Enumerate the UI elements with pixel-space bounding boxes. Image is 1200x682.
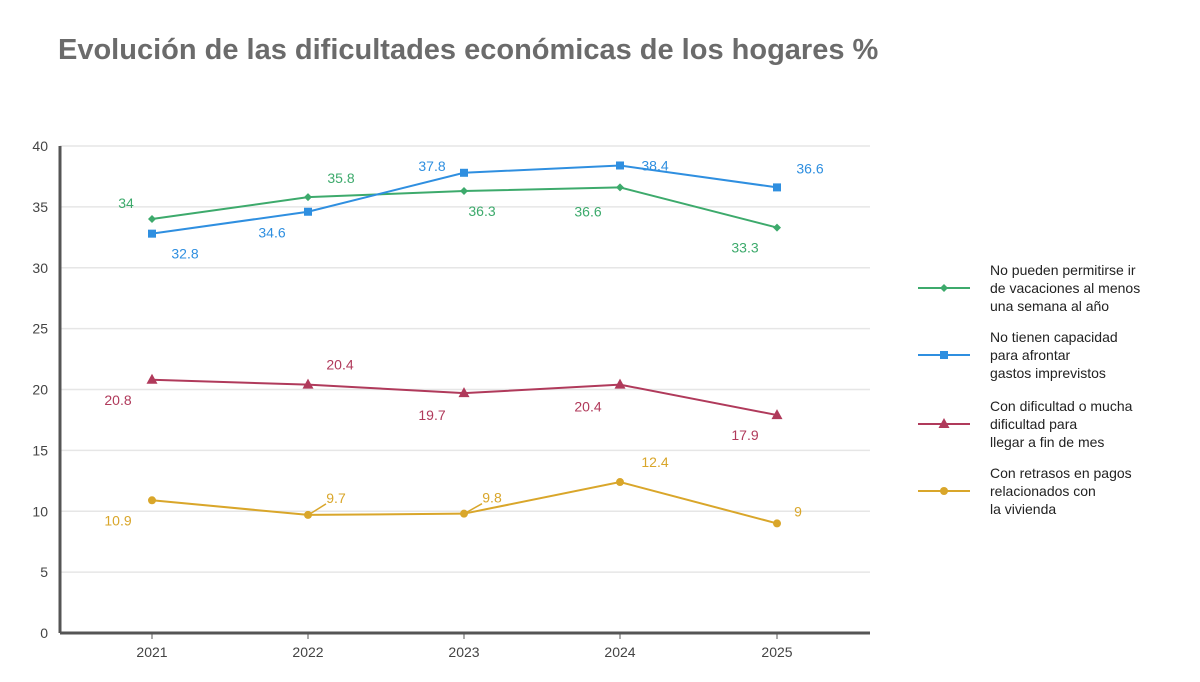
data-point	[148, 229, 156, 238]
series-line	[151, 378, 778, 417]
data-point	[460, 509, 468, 518]
data-point	[304, 510, 312, 519]
legend-label: gastos imprevistos	[990, 365, 1106, 381]
data-point	[616, 161, 624, 170]
data-point	[304, 193, 312, 202]
data-point	[148, 496, 156, 505]
data-point	[614, 378, 626, 389]
series-0: 34 35.8 36.3 36.6 33.3	[118, 170, 781, 256]
y-tick-label: 35	[32, 199, 48, 215]
legend-label: Con retrasos en pagos	[990, 465, 1132, 481]
legend-marker	[938, 418, 950, 428]
legend-label: relacionados con	[990, 483, 1096, 499]
data-label: 20.8	[104, 392, 131, 408]
legend-item: No pueden permitirse ir de vacaciones al …	[990, 261, 1150, 315]
data-point	[302, 378, 314, 389]
data-label: 37.8	[418, 158, 445, 174]
label-leader	[465, 503, 483, 514]
y-tick-label: 25	[32, 321, 48, 337]
legend-marker	[940, 487, 948, 495]
x-tick-label: 2021	[136, 644, 167, 660]
x-tick-label: 2024	[604, 644, 635, 660]
data-point	[304, 207, 312, 216]
data-label: 33.3	[731, 240, 758, 256]
legend-label: No pueden permitirse ir	[990, 262, 1136, 278]
data-point	[460, 187, 468, 196]
y-tick-label: 0	[40, 625, 48, 641]
y-tick-label: 10	[32, 503, 48, 519]
y-tick-label: 20	[32, 382, 48, 398]
y-tick-label: 30	[32, 260, 48, 276]
data-point	[771, 409, 783, 420]
legend-item: Con dificultad o mucha dificultad para lle…	[990, 397, 1150, 451]
legend-label: la vivienda	[990, 501, 1057, 517]
legend-label: llegar a fin de mes	[990, 434, 1105, 450]
data-point	[616, 478, 624, 487]
x-tick-label: 2023	[448, 644, 479, 660]
series-2: 20.8 20.4 19.7 20.4 17.9	[104, 357, 783, 443]
data-point	[460, 168, 468, 177]
data-point	[773, 183, 781, 192]
series-3: 10.9 9.7 9.8 12.4 9	[104, 454, 802, 528]
data-label: 36.3	[468, 203, 495, 219]
chart-title: Evolución de las dificultades económicas…	[58, 34, 879, 66]
data-label: 38.4	[641, 157, 668, 173]
data-label: 10.9	[104, 512, 131, 528]
data-label: 35.8	[327, 170, 354, 186]
data-label: 9.8	[482, 490, 502, 506]
data-label: 34.6	[258, 225, 285, 241]
x-tick-label: 2025	[761, 644, 792, 660]
x-tick-label: 2022	[292, 644, 323, 660]
legend-label: dificultad para	[990, 416, 1078, 432]
data-label: 9.7	[326, 490, 346, 506]
legend-label: para afrontar	[990, 347, 1071, 363]
data-label: 20.4	[574, 399, 601, 415]
data-label: 36.6	[574, 203, 601, 219]
legend-item: No tienen capacidad para afrontar gastos i…	[990, 328, 1150, 382]
legend-item: Con retrasos en pagos relacionados con la …	[990, 464, 1150, 518]
y-tick-label: 40	[32, 138, 48, 154]
legend-marker	[940, 351, 948, 359]
data-label: 34	[118, 195, 134, 211]
data-point	[616, 183, 624, 192]
legend-label: Con dificultad o mucha	[990, 398, 1133, 414]
data-point	[458, 387, 470, 398]
data-label: 32.8	[171, 246, 198, 262]
data-label: 36.6	[796, 160, 823, 176]
series-1: 32.8 34.6 37.8 38.4 36.6	[148, 157, 824, 262]
legend-label: una semana al año	[990, 298, 1110, 314]
data-label: 19.7	[418, 407, 445, 423]
legend-label: No tienen capacidad	[990, 329, 1118, 345]
y-tick-label: 15	[32, 442, 48, 458]
data-label: 20.4	[326, 357, 353, 373]
data-point	[148, 215, 156, 224]
data-label: 17.9	[731, 427, 758, 443]
data-label: 9	[794, 503, 802, 519]
legend-marker	[940, 284, 948, 292]
data-point	[773, 519, 781, 528]
y-tick-label: 5	[40, 564, 48, 580]
data-label: 12.4	[641, 454, 668, 470]
label-leader	[309, 503, 327, 515]
data-point	[146, 373, 158, 384]
legend-label: de vacaciones al menos	[990, 280, 1141, 296]
data-point	[773, 223, 781, 232]
